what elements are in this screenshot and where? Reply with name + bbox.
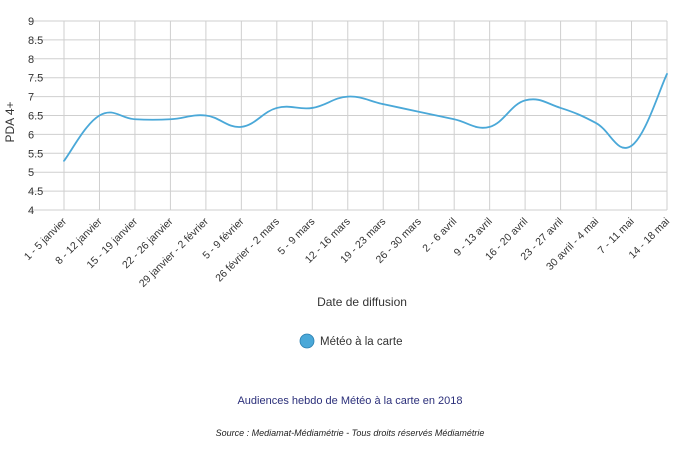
y-tick-label: 4 bbox=[28, 205, 34, 217]
data-point[interactable] bbox=[416, 109, 421, 114]
chart-source: Source : Mediamat-Médiamétrie - Tous dro… bbox=[216, 428, 485, 438]
legend[interactable]: Météo à la carte bbox=[299, 333, 402, 349]
data-point[interactable] bbox=[203, 113, 208, 118]
y-axis-label: PDA 4+ bbox=[3, 101, 17, 142]
y-tick-label: 8.5 bbox=[28, 35, 43, 47]
data-point[interactable] bbox=[452, 117, 457, 122]
data-point[interactable] bbox=[629, 143, 634, 148]
y-tick-label: 5 bbox=[28, 167, 34, 179]
y-tick-label: 9 bbox=[28, 16, 34, 28]
x-tick-label: 26 février - 2 mars bbox=[213, 216, 282, 285]
chart-grid bbox=[30, 20, 668, 211]
legend-marker bbox=[299, 333, 315, 349]
data-point[interactable] bbox=[239, 124, 244, 129]
data-point[interactable] bbox=[345, 94, 350, 99]
data-point[interactable] bbox=[168, 117, 173, 122]
data-point[interactable] bbox=[274, 105, 279, 110]
y-tick-label: 5.5 bbox=[28, 148, 43, 160]
data-point[interactable] bbox=[310, 105, 315, 110]
y-tick-label: 7.5 bbox=[28, 73, 43, 85]
x-axis-label: Date de diffusion bbox=[317, 295, 407, 309]
chart-caption: Audiences hebdo de Météo à la carte en 2… bbox=[237, 395, 462, 407]
y-tick-label: 7 bbox=[28, 92, 34, 104]
y-tick-label: 6 bbox=[28, 129, 34, 141]
series-layer bbox=[62, 71, 670, 163]
series-line bbox=[63, 73, 668, 162]
legend-label: Météo à la carte bbox=[320, 336, 402, 348]
data-point[interactable] bbox=[665, 71, 670, 76]
data-point[interactable] bbox=[594, 121, 599, 126]
y-tick-label: 6.5 bbox=[28, 111, 43, 123]
data-point[interactable] bbox=[132, 117, 137, 122]
data-point[interactable] bbox=[97, 113, 102, 118]
y-axis-ticks: 4 4.5 5 5.5 6 6.5 7 7.5 8 8.5 9 bbox=[28, 16, 43, 217]
data-point[interactable] bbox=[558, 105, 563, 110]
y-tick-label: 4.5 bbox=[28, 186, 43, 198]
data-point[interactable] bbox=[381, 102, 386, 107]
data-point[interactable] bbox=[487, 124, 492, 129]
y-tick-label: 8 bbox=[28, 54, 34, 66]
data-point[interactable] bbox=[62, 158, 67, 163]
data-point[interactable] bbox=[523, 98, 528, 103]
